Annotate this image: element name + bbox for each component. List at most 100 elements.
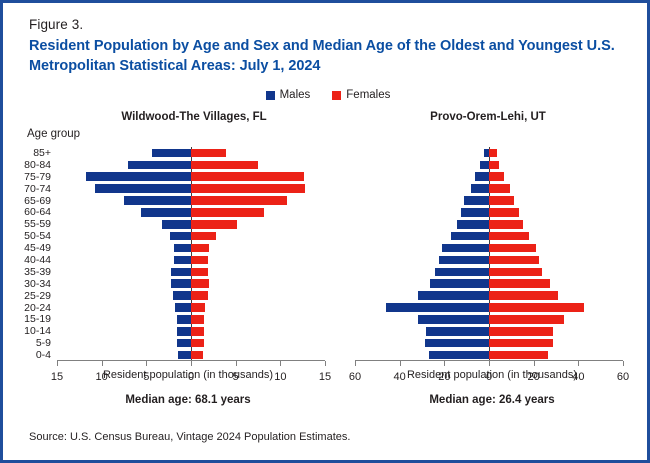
x-axis-tick (489, 361, 490, 366)
x-axis-tick (146, 361, 148, 366)
bar-female (191, 255, 208, 265)
pyramid-row: 50-54 (24, 231, 325, 241)
bar-male (173, 291, 191, 300)
bar-male (95, 184, 191, 193)
x-axis-tick-label: 60 (616, 371, 630, 383)
pyramid-row (355, 148, 623, 158)
pyramid-row (355, 184, 623, 193)
pyramid-row: 35-39 (24, 267, 325, 277)
bar-female (489, 160, 499, 170)
age-group-label: 40-44 (24, 253, 51, 266)
pyramid-row (355, 267, 623, 277)
bar-female (191, 208, 265, 217)
figure-inner: Figure 3. Resident Population by Age and… (3, 3, 647, 460)
bar-male (124, 196, 191, 205)
bar-male (174, 243, 191, 253)
bar-male (386, 303, 489, 312)
pyramid-row (355, 303, 623, 312)
pyramid-row: 10-14 (24, 326, 325, 336)
bar-male (176, 338, 191, 348)
pyramid-row: 70-74 (24, 184, 325, 194)
pyramid-row: 45-49 (24, 243, 325, 253)
bar-female (489, 184, 510, 193)
bar-male (425, 326, 489, 336)
bar-female (489, 279, 551, 288)
source-note: Source: U.S. Census Bureau, Vintage 2024… (29, 431, 351, 443)
age-group-label: 55-59 (24, 218, 51, 231)
bar-male (174, 303, 191, 312)
bar-female (489, 172, 505, 181)
age-group-label: 25-29 (24, 289, 51, 302)
x-axis-tick-label: 20 (438, 371, 451, 383)
bar-female (191, 350, 203, 360)
age-group-label: 30-34 (24, 277, 51, 290)
bar-female (191, 172, 304, 181)
bar-female (191, 243, 209, 253)
age-group-label: 80-84 (24, 158, 51, 171)
bar-female (191, 267, 208, 277)
bar-female (489, 243, 537, 253)
x-axis-tick (578, 361, 580, 366)
bar-male (475, 172, 489, 181)
age-group-label: 35-39 (24, 265, 51, 278)
bar-female (489, 326, 554, 336)
pyramid-row: 15-19 (24, 314, 325, 324)
bar-male (176, 326, 191, 336)
bar-male (85, 172, 191, 181)
axis-caption-provo: Resident population (in thousands) (406, 369, 577, 381)
pyramid-row (355, 326, 623, 336)
bar-female (191, 279, 209, 288)
bar-male (424, 338, 489, 348)
pyramid-row (355, 243, 623, 253)
age-group-label: 10-14 (24, 325, 51, 338)
bar-female (191, 326, 205, 336)
square-swatch-males (265, 90, 275, 100)
age-group-label: 5-9 (35, 337, 51, 350)
bar-female (191, 291, 208, 300)
bar-male (434, 267, 489, 277)
x-axis-tick (533, 361, 535, 366)
pyramid-row: 80-84 (24, 160, 325, 170)
x-axis-tick-label: 10 (95, 371, 108, 383)
x-axis-line (57, 359, 325, 361)
bar-female (489, 219, 524, 229)
figure-number: Figure 3. (29, 17, 84, 32)
bar-female (191, 231, 216, 241)
x-axis-tick-label: 15 (318, 371, 332, 383)
pyramid-row (355, 350, 623, 360)
bar-female (191, 160, 258, 170)
bar-female (489, 196, 515, 205)
age-group-label: 75-79 (24, 170, 51, 183)
pyramid-plot-wildwood: 85+ 80-84 75-79 70-74 65-69 60-64 55-59 50-54 45… (24, 147, 331, 383)
pyramid-row: 60-64 (24, 207, 325, 217)
x-axis-tick (280, 361, 282, 366)
pyramid-row: 0-4 (36, 350, 325, 360)
age-group-label: 85+ (33, 146, 51, 159)
x-axis-tick-label: 40 (393, 371, 406, 383)
bar-female (191, 303, 206, 312)
age-group-label: 70-74 (24, 182, 51, 195)
pyramid-row: 25-29 (24, 291, 325, 301)
bar-female (191, 338, 205, 348)
x-axis-tick (57, 361, 58, 366)
bar-female (489, 315, 564, 324)
pyramid-row (355, 315, 623, 324)
bar-female (191, 315, 205, 324)
pyramid-row (355, 208, 623, 217)
bar-male (470, 184, 489, 193)
pyramid-row (355, 219, 623, 229)
bar-female (489, 255, 540, 265)
bar-male (480, 160, 489, 170)
x-axis-tick-label: 20 (527, 371, 540, 383)
bar-male (178, 350, 191, 360)
legend-item-males: Males (265, 89, 310, 101)
axis-caption-wildwood: Resident population (in thousands) (102, 369, 273, 381)
bar-female (489, 350, 548, 360)
bar-female (489, 291, 559, 300)
age-group-header: Age group (27, 128, 81, 140)
bar-male (464, 196, 489, 205)
pyramid-row: 40-44 (24, 255, 325, 265)
median-age-wildwood: Median age: 68.1 years (125, 394, 251, 406)
pyramid-row: 55-59 (24, 219, 325, 229)
bar-female (489, 338, 554, 348)
